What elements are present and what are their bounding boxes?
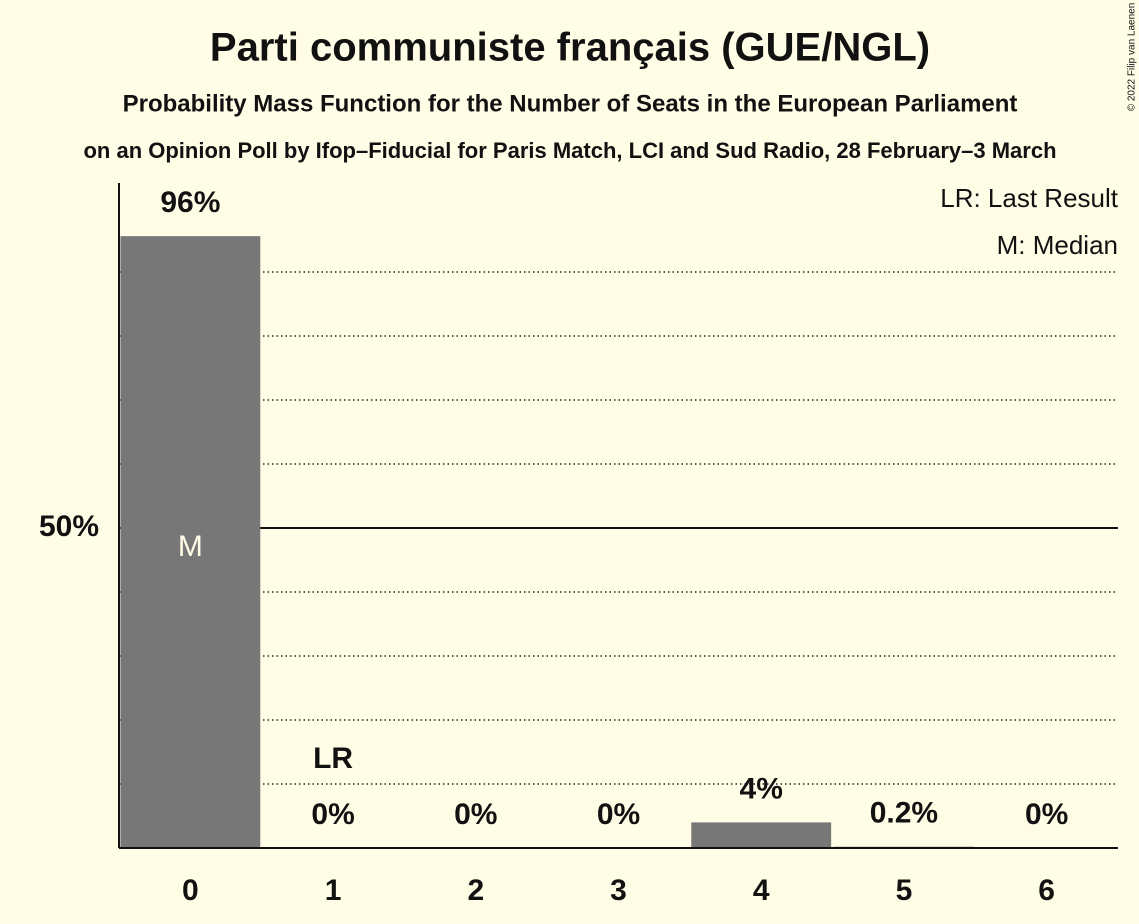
bar [120,236,261,848]
chart-subtitle: Probability Mass Function for the Number… [123,90,1018,117]
median-marker: M [178,530,203,563]
value-label: 96% [160,186,220,219]
x-tick-label: 3 [610,874,627,907]
value-label: 0.2% [870,797,938,830]
legend-entry: M: Median [997,230,1118,260]
x-tick-label: 6 [1038,874,1055,907]
x-tick-label: 2 [467,874,484,907]
copyright: © 2022 Filip van Laenen [1127,3,1138,112]
x-tick-label: 5 [896,874,913,907]
last-result-marker: LR [313,742,353,775]
chart-title: Parti communiste français (GUE/NGL) [210,26,930,70]
value-label: 4% [740,772,783,805]
value-label: 0% [1025,798,1068,831]
bar [691,822,832,848]
value-label: 0% [597,798,640,831]
y-tick-label: 50% [39,510,99,543]
chart-caption: on an Opinion Poll by Ifop–Fiducial for … [83,138,1056,163]
value-label: 0% [454,798,497,831]
value-label: 0% [311,798,354,831]
legend-entry: LR: Last Result [940,183,1119,213]
x-tick-label: 1 [325,874,342,907]
x-tick-label: 4 [753,874,770,907]
x-tick-label: 0 [182,874,199,907]
